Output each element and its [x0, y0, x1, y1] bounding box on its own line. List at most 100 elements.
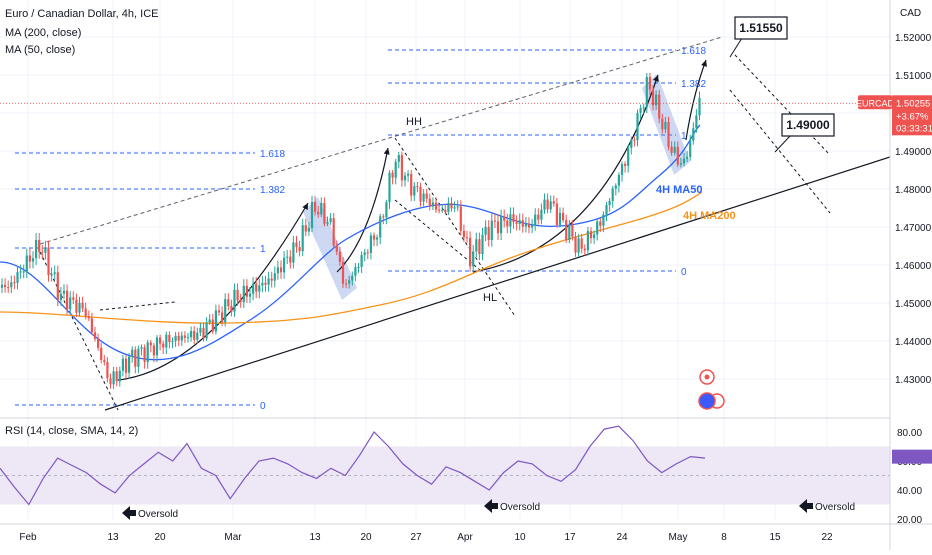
candles: [0, 72, 701, 389]
candle: [314, 201, 317, 212]
candle: [425, 193, 428, 199]
price-tick: 1.45000: [895, 299, 932, 310]
candle: [413, 186, 416, 196]
candle: [620, 163, 624, 175]
candle: [549, 201, 552, 210]
trendline-support: [104, 156, 891, 411]
down-channel: [39, 251, 119, 411]
callout-pointer: [729, 37, 743, 58]
candle: [31, 258, 35, 262]
candle: [62, 290, 66, 294]
candle: [419, 186, 422, 202]
event-earth-icon: [698, 392, 716, 410]
candle: [534, 214, 537, 226]
oversold-arrow-icon: [122, 506, 136, 520]
candle: [407, 173, 410, 176]
candle: [357, 266, 360, 268]
symbol-tag-label: EURCAD: [856, 98, 895, 108]
price-tick: 1.46000: [895, 261, 932, 272]
candle: [354, 267, 357, 276]
time-tick: 24: [616, 532, 628, 543]
candle: [143, 347, 146, 362]
candle: [388, 172, 391, 203]
oversold-arrow-icon: [799, 499, 813, 513]
candle: [636, 112, 639, 141]
candle: [41, 251, 44, 253]
hh-label: HH: [406, 116, 422, 128]
candle: [19, 271, 22, 273]
candle: [453, 207, 456, 209]
candle: [546, 199, 549, 210]
candle: [441, 209, 444, 211]
candle: [307, 227, 310, 232]
ma200-legend[interactable]: MA (200, close): [5, 27, 82, 39]
candle: [586, 231, 589, 251]
candle: [366, 252, 369, 254]
down-channel: [99, 301, 176, 311]
time-tick: Mar: [224, 532, 242, 543]
candle: [462, 230, 465, 238]
candle: [239, 300, 242, 303]
candle: [326, 222, 329, 224]
candle: [118, 370, 121, 382]
curve-arrow: [685, 59, 707, 141]
candle: [171, 341, 174, 343]
candle: [140, 347, 143, 349]
candle: [103, 360, 106, 362]
candle: [645, 76, 648, 108]
candle: [472, 251, 475, 267]
candle: [248, 293, 252, 297]
candle: [478, 239, 481, 255]
candle: [369, 235, 372, 253]
candle: [286, 256, 289, 258]
rsi-tick: 40.00: [897, 486, 922, 497]
candle: [183, 335, 186, 338]
candle: [422, 193, 425, 202]
candle: [540, 209, 543, 220]
candle: [16, 272, 19, 283]
candle: [332, 218, 335, 246]
candle: [267, 278, 270, 285]
candle: [329, 218, 332, 223]
candle: [186, 337, 190, 339]
candle: [382, 216, 385, 218]
candle: [112, 371, 115, 385]
candle: [465, 237, 469, 239]
time-tick: 13: [309, 532, 321, 543]
oversold-arrow-icon: [484, 499, 498, 513]
candle: [155, 337, 159, 356]
candle: [379, 216, 382, 238]
projection-channel: [734, 54, 831, 156]
trendline-resistance: [39, 36, 723, 245]
candle: [199, 327, 202, 333]
time-tick: 15: [769, 532, 781, 543]
ma50-legend[interactable]: MA (50, close): [5, 44, 76, 56]
target-mid-label: 1.49000: [786, 118, 830, 132]
candle: [4, 284, 7, 288]
candle: [639, 108, 642, 113]
candle: [320, 203, 323, 215]
candle: [84, 308, 87, 317]
candle: [35, 239, 38, 259]
callout-pointer: [774, 135, 791, 153]
candle: [81, 302, 84, 309]
candle: [676, 146, 679, 165]
last-price-box: [892, 95, 932, 136]
candle: [624, 163, 627, 166]
candle: [589, 231, 593, 239]
candle: [224, 299, 227, 323]
time-tick: May: [669, 532, 688, 543]
candle: [242, 285, 245, 303]
projection-channel: [729, 89, 831, 214]
candle: [450, 203, 453, 209]
candle: [518, 220, 521, 224]
candle: [642, 107, 645, 109]
price-tick: 1.52000: [895, 33, 932, 44]
candle: [385, 202, 388, 218]
candle: [289, 256, 292, 263]
candle: [264, 282, 267, 285]
rsi-legend[interactable]: RSI (14, close, SMA, 14, 2): [5, 425, 139, 437]
